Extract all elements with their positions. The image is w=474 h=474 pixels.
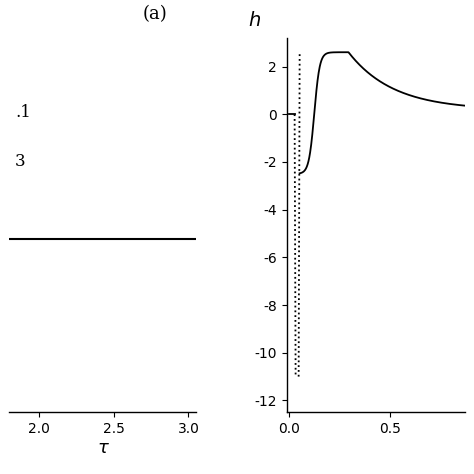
Y-axis label: h: h xyxy=(249,11,261,30)
Text: .1: .1 xyxy=(15,104,31,121)
Text: (a): (a) xyxy=(143,5,167,23)
X-axis label: τ: τ xyxy=(97,439,108,457)
Text: 3: 3 xyxy=(15,153,26,170)
